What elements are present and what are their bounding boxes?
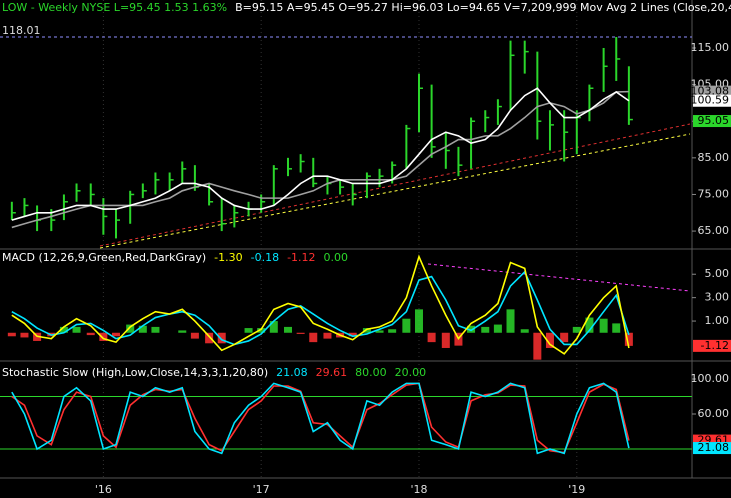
value-callout-label: 103.08 bbox=[691, 85, 730, 98]
y-tick-label: 1.00 bbox=[705, 314, 730, 327]
histogram-bar bbox=[414, 309, 423, 333]
histogram-bar bbox=[388, 329, 397, 333]
legend-text: B=95.15 A=95.45 O=95.27 Hi=96.03 Lo=94.6… bbox=[235, 1, 731, 14]
value-callout bbox=[693, 442, 731, 455]
histogram-bar bbox=[599, 318, 608, 333]
histogram-bar bbox=[244, 328, 253, 333]
histogram-bar bbox=[467, 325, 476, 333]
histogram-bar bbox=[111, 332, 120, 337]
histogram-bar bbox=[190, 332, 199, 339]
legend-text: -0.18 bbox=[251, 251, 279, 264]
y-tick-label: 60.00 bbox=[698, 407, 730, 420]
x-tick-label: '18 bbox=[410, 483, 427, 496]
y-tick-label: 75.00 bbox=[698, 187, 730, 200]
histogram-bar bbox=[506, 309, 515, 333]
histogram-bar bbox=[493, 324, 502, 333]
histogram-bar bbox=[151, 326, 160, 333]
indicator-line bbox=[11, 87, 630, 221]
histogram-bar bbox=[427, 332, 436, 343]
histogram-bar bbox=[296, 332, 305, 334]
value-callout-label: 100.59 bbox=[691, 94, 730, 107]
histogram-bar bbox=[572, 326, 581, 333]
histogram-bar bbox=[533, 332, 542, 360]
y-tick-label: 65.00 bbox=[698, 224, 730, 237]
value-callout-label: 95.05 bbox=[698, 114, 730, 127]
value-callout bbox=[693, 94, 731, 107]
histogram-bar bbox=[348, 332, 357, 337]
legend-text: MACD (12,26,9,Green,Red,DarkGray) bbox=[2, 251, 206, 264]
legend-text: LOW - Weekly NYSE L=95.45 1.53 1.63% bbox=[2, 1, 227, 14]
trend-line bbox=[427, 263, 691, 292]
reference-label: 118.01 bbox=[2, 24, 41, 37]
value-callout-label: 21.08 bbox=[698, 441, 730, 454]
legend-text: 29.61 bbox=[316, 366, 348, 379]
value-callout bbox=[693, 85, 731, 98]
histogram-bar bbox=[7, 332, 16, 337]
histogram-bar bbox=[20, 332, 29, 338]
value-callout-label: -1.12 bbox=[701, 339, 729, 352]
y-tick-label: 5.00 bbox=[705, 267, 730, 280]
legend-text: 20.00 bbox=[395, 366, 427, 379]
histogram-bar bbox=[481, 326, 490, 333]
histogram-bar bbox=[126, 324, 135, 333]
indicator-line bbox=[11, 254, 630, 355]
histogram-bar bbox=[585, 317, 594, 333]
legend-text: Stochastic Slow (High,Low,Close,14,3,3,1… bbox=[2, 366, 268, 379]
histogram-bar bbox=[86, 332, 95, 336]
histogram-bar bbox=[99, 332, 108, 341]
histogram-bar bbox=[441, 332, 450, 348]
histogram-bar bbox=[257, 328, 266, 333]
histogram-bar bbox=[402, 318, 411, 333]
histogram-bar bbox=[612, 323, 621, 333]
histogram-bar bbox=[217, 332, 226, 344]
histogram-bar bbox=[362, 328, 371, 333]
x-tick-label: '16 bbox=[95, 483, 112, 496]
histogram-bar bbox=[269, 321, 278, 333]
histogram-bar bbox=[205, 332, 214, 344]
indicator-line bbox=[11, 382, 630, 455]
indicator-line bbox=[11, 90, 629, 229]
trend-line bbox=[99, 123, 691, 247]
y-tick-label: 85.00 bbox=[698, 151, 730, 164]
legend-text: 0.00 bbox=[324, 251, 349, 264]
y-tick-label: 115.00 bbox=[691, 41, 730, 54]
x-tick-label: '19 bbox=[568, 483, 585, 496]
histogram-bar bbox=[309, 332, 318, 343]
x-tick-label: '17 bbox=[253, 483, 270, 496]
histogram-bar bbox=[520, 329, 529, 333]
histogram-bar bbox=[138, 325, 147, 333]
y-tick-label: 3.00 bbox=[705, 291, 730, 304]
value-callout bbox=[693, 339, 731, 352]
value-callout bbox=[693, 115, 731, 128]
legend-text: 80.00 bbox=[355, 366, 387, 379]
histogram-bar bbox=[545, 332, 554, 348]
histogram-bar bbox=[375, 330, 384, 333]
legend-text: -1.12 bbox=[287, 251, 315, 264]
histogram-bar bbox=[178, 330, 187, 333]
trend-line bbox=[99, 133, 691, 249]
histogram-bar bbox=[72, 326, 81, 333]
histogram-bar bbox=[560, 332, 569, 343]
y-tick-label: 100.00 bbox=[691, 372, 730, 385]
histogram-bar bbox=[624, 332, 633, 346]
histogram-bar bbox=[323, 332, 332, 339]
histogram-bar bbox=[284, 326, 293, 333]
legend-text: 21.08 bbox=[276, 366, 308, 379]
histogram-bar bbox=[59, 326, 68, 333]
legend-text: -1.30 bbox=[214, 251, 242, 264]
